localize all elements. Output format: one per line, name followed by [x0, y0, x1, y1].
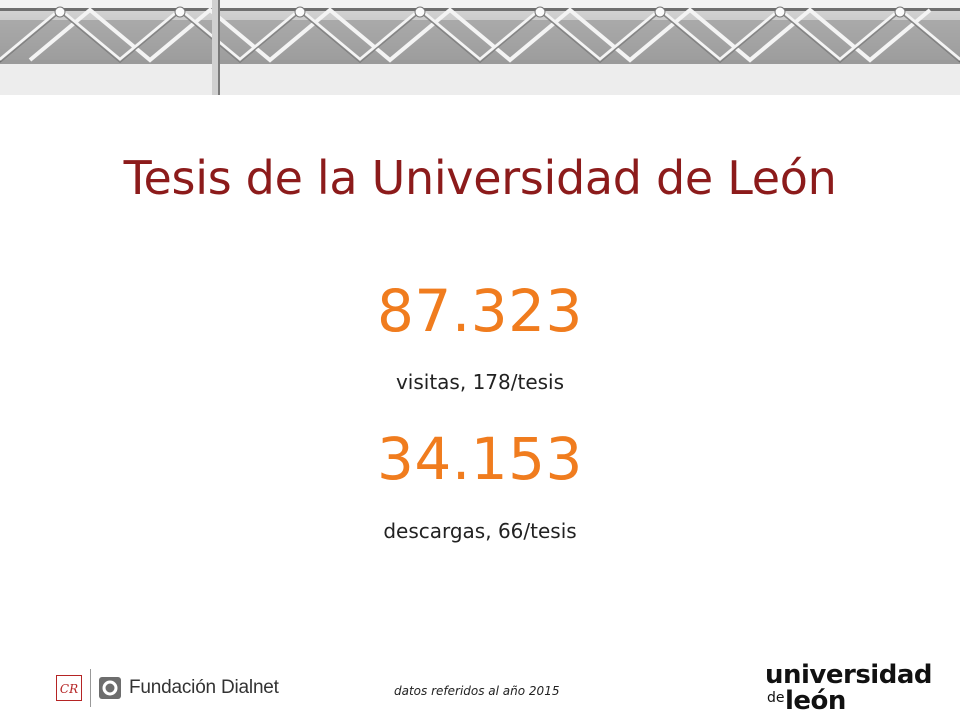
ule-logo-line2: león [785, 686, 846, 716]
ule-logo-de: de [767, 690, 785, 706]
visits-label: visitas, 178/tesis [395, 370, 565, 394]
downloads-label: descargas, 66/tesis [383, 519, 577, 543]
ule-logo-line1: universidad [765, 660, 933, 690]
crue-logo-icon: CR [56, 675, 82, 701]
slide-title: Tesis de la Universidad de León [123, 151, 837, 205]
fundacion-dialnet-logo: CR Fundación Dialnet [56, 668, 279, 708]
visits-value: 87.323 [377, 277, 583, 345]
dialnet-logo-text: Fundación Dialnet [129, 677, 279, 698]
dialnet-d-icon [99, 677, 121, 699]
universidad-de-leon-logo: universidad de león [765, 660, 933, 716]
downloads-value: 34.153 [377, 425, 583, 493]
header-banner-image [0, 0, 960, 95]
logo-divider [90, 669, 91, 707]
footnote: datos referidos al año 2015 [394, 684, 560, 698]
building-canopy-image [0, 0, 960, 95]
